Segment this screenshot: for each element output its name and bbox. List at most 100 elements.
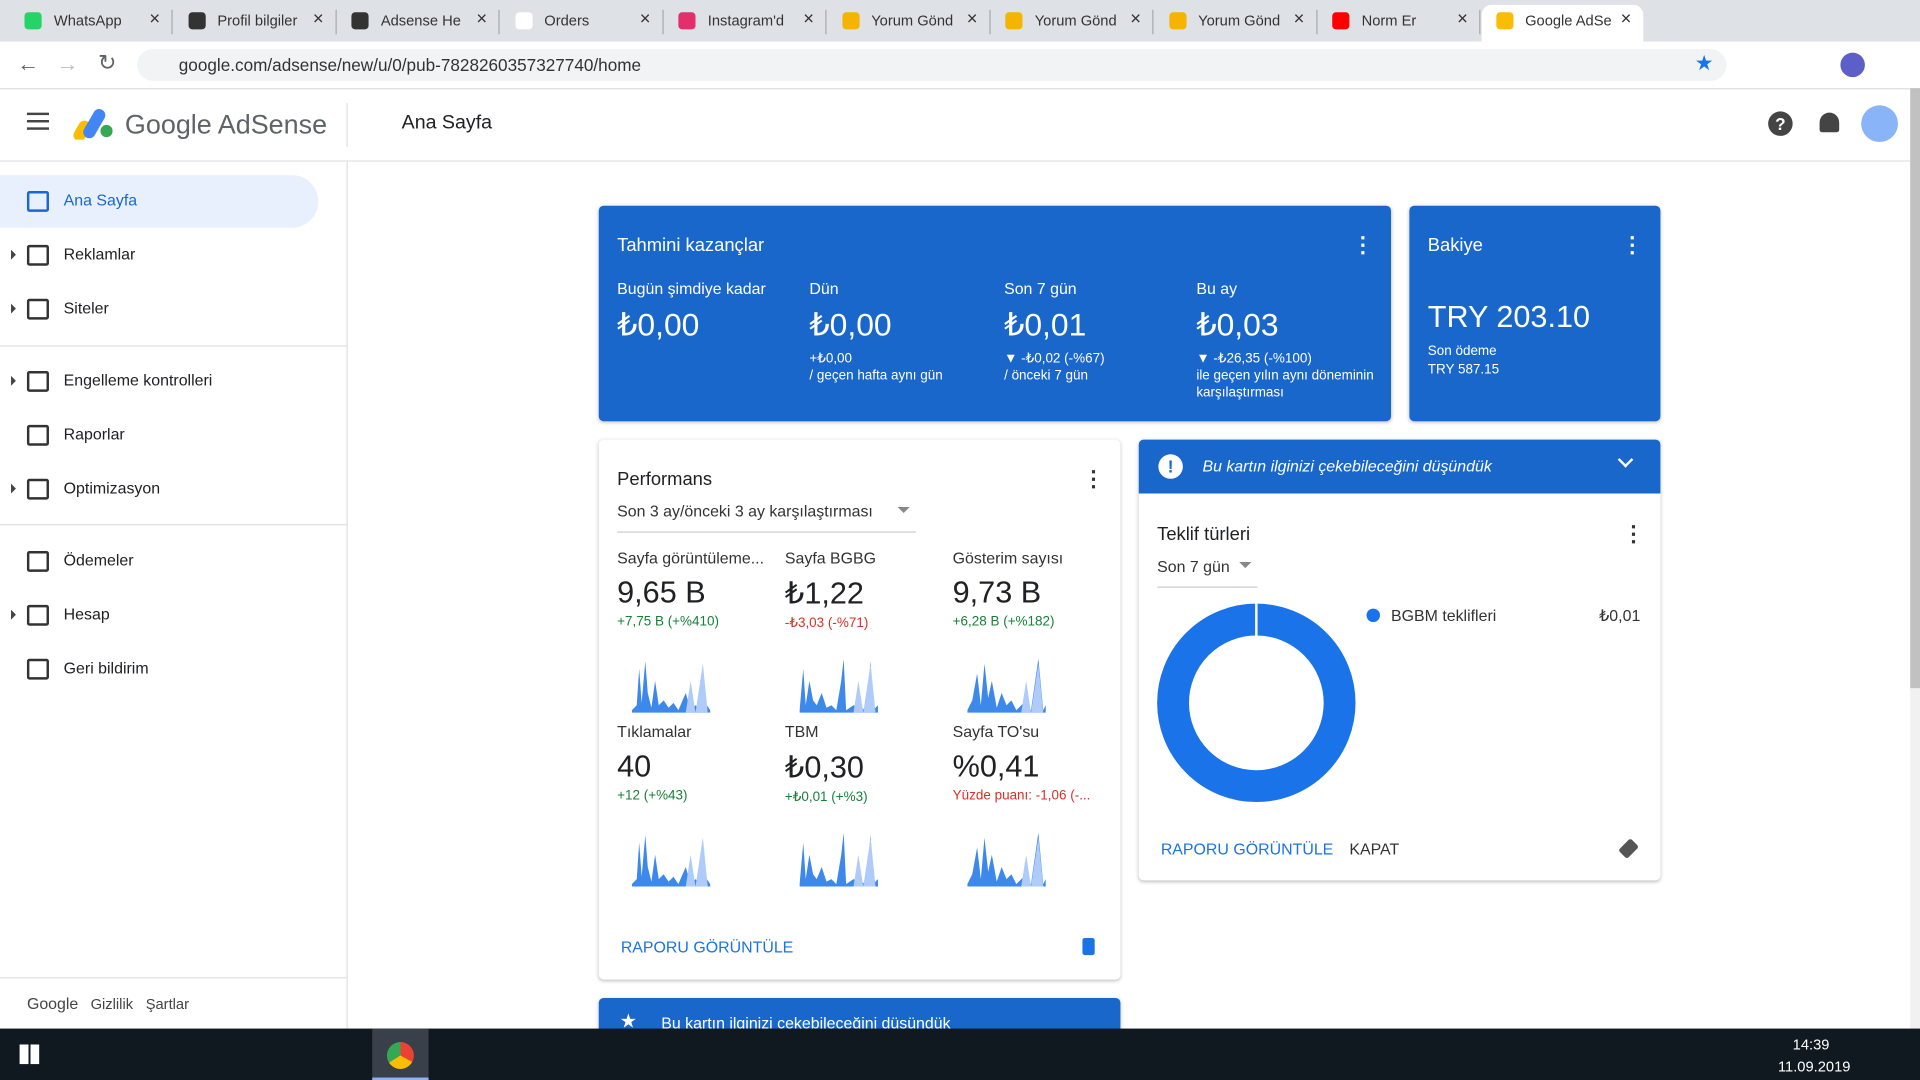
- metric-value: ₺1,22: [784, 576, 864, 612]
- earnings-note: / önceki 7 gün: [1004, 368, 1088, 384]
- tab-close[interactable]: ×: [312, 8, 324, 30]
- tab[interactable]: [173, 9, 337, 35]
- nav-icon: [26, 604, 49, 626]
- tab-close[interactable]: ×: [1130, 8, 1141, 30]
- nav-item[interactable]: Optimizasyon: [63, 478, 161, 498]
- nav-item[interactable]: Reklamlar: [63, 244, 136, 264]
- account-avatar[interactable]: [1861, 105, 1898, 143]
- tab-icon: [678, 12, 696, 30]
- tab[interactable]: [1318, 9, 1481, 35]
- earnings-value: ₺0,00: [809, 306, 892, 343]
- more-menu[interactable]: ⋮: [1351, 232, 1374, 258]
- nav-item[interactable]: Siteler: [63, 298, 109, 318]
- tab-close[interactable]: ×: [639, 8, 651, 30]
- tab-icon: [841, 12, 859, 30]
- tab[interactable]: [991, 9, 1154, 35]
- tab-title: Instagram'd: [707, 12, 785, 30]
- sidebar-footer-link[interactable]: Gizlilik: [90, 995, 134, 1013]
- nav-item[interactable]: Geri bildirim: [63, 658, 149, 678]
- earnings-label: Dün: [809, 279, 839, 298]
- metric-value: 9,65 B: [617, 575, 706, 610]
- tab[interactable]: [337, 9, 500, 35]
- forward-button[interactable]: →: [56, 51, 79, 76]
- more-menu[interactable]: ⋮: [1621, 232, 1644, 258]
- nav-icon: [26, 298, 49, 320]
- sidebar-footer-link[interactable]: Şartlar: [145, 995, 189, 1013]
- sparkline: [799, 656, 881, 715]
- view-report-link[interactable]: RAPORU GÖRÜNTÜLE: [620, 937, 794, 957]
- metric-change: -₺3,03 (-%71): [784, 615, 869, 631]
- balance-card: [1409, 205, 1661, 422]
- earnings-title: Tahmini kazançlar: [617, 235, 765, 256]
- expand-arrow: [11, 375, 21, 386]
- period-dropdown[interactable]: Son 7 gün: [1157, 557, 1258, 588]
- tab-close[interactable]: ×: [149, 8, 161, 30]
- chrome-icon[interactable]: [386, 1042, 414, 1069]
- earnings-value: ₺0,03: [1196, 306, 1279, 343]
- nav-item[interactable]: Ana Sayfa: [63, 191, 138, 210]
- tab[interactable]: [664, 9, 827, 35]
- active-app-highlight: [372, 1028, 429, 1080]
- address-bar[interactable]: [137, 48, 1727, 81]
- nav-item[interactable]: Ödemeler: [63, 551, 134, 570]
- legend-name: BGBM teklifleri: [1391, 606, 1497, 625]
- reload-button[interactable]: ↻: [97, 50, 117, 75]
- tab-title: WhatsApp: [53, 12, 122, 30]
- metric-label: Sayfa görüntüleme...: [617, 548, 765, 567]
- metric-label: Gösterim sayısı: [952, 548, 1064, 567]
- more-menu[interactable]: ⋮: [1082, 466, 1105, 492]
- earnings-label: Bu ay: [1196, 279, 1238, 298]
- view-report-link[interactable]: RAPORU GÖRÜNTÜLE: [1160, 840, 1334, 859]
- banner-text: Bu kartın ilginizi çekebileceğini düşünd…: [661, 1013, 951, 1033]
- close-button[interactable]: KAPAT: [1349, 840, 1400, 859]
- tab-close[interactable]: ×: [1457, 8, 1468, 30]
- menu-button[interactable]: [26, 112, 49, 130]
- tab[interactable]: [827, 9, 990, 35]
- adsense-logo: [73, 109, 113, 140]
- expand-arrow: [11, 483, 21, 494]
- tab[interactable]: [500, 9, 664, 35]
- tab-title: Yorum Gönd: [1198, 12, 1281, 30]
- earnings-change: ▼ -₺26,35 (-%100): [1196, 351, 1312, 367]
- start-button[interactable]: [19, 1044, 40, 1065]
- profile-avatar[interactable]: [1840, 52, 1865, 78]
- tab-icon: [514, 12, 533, 30]
- expand-arrow: [11, 609, 21, 620]
- star-icon[interactable]: ★: [1694, 51, 1714, 75]
- sidebar-footer-link[interactable]: Google: [26, 994, 79, 1013]
- earnings-change: +₺0,00: [809, 351, 853, 367]
- nav-item[interactable]: Hesap: [63, 604, 110, 624]
- tab-close[interactable]: ×: [1293, 8, 1305, 30]
- period-dropdown[interactable]: Son 3 ay/önceki 3 ay karşılaştırması: [617, 502, 916, 533]
- sidebar-divider: [0, 524, 347, 526]
- pin-icon[interactable]: [1082, 937, 1095, 956]
- metric-change: +7,75 B (+%410): [617, 614, 719, 630]
- nav-icon: [26, 658, 49, 680]
- sidebar-divider: [0, 345, 347, 347]
- nav-item[interactable]: Raporlar: [63, 424, 125, 444]
- tab-close[interactable]: ×: [1620, 8, 1632, 30]
- more-menu[interactable]: ⋮: [1622, 521, 1645, 547]
- metric-label: Tıklamalar: [617, 722, 692, 741]
- help-icon[interactable]: ?: [1768, 111, 1793, 136]
- nav-item[interactable]: Engelleme kontrolleri: [63, 371, 213, 390]
- performance-title: Performans: [617, 468, 713, 490]
- tab[interactable]: [10, 9, 173, 35]
- suggestion-banner: [1138, 439, 1661, 494]
- tab-close[interactable]: ×: [966, 8, 978, 30]
- legend-value: ₺0,01: [1599, 606, 1641, 625]
- nav-icon: [26, 371, 49, 392]
- tab-icon: [1168, 12, 1186, 30]
- page-title: Ana Sayfa: [401, 112, 493, 134]
- taskbar: [0, 1028, 1920, 1080]
- scrollbar[interactable]: [1910, 88, 1920, 1029]
- notification-icon[interactable]: [1819, 112, 1840, 133]
- offer-title: Teklif türleri: [1157, 524, 1251, 545]
- tab-close[interactable]: ×: [803, 8, 814, 30]
- tab-close[interactable]: ×: [476, 8, 488, 30]
- tab[interactable]: [1154, 9, 1317, 35]
- sidebar-divider: [0, 977, 347, 979]
- back-button[interactable]: ←: [17, 51, 40, 76]
- sparkline-svg: [967, 832, 1046, 887]
